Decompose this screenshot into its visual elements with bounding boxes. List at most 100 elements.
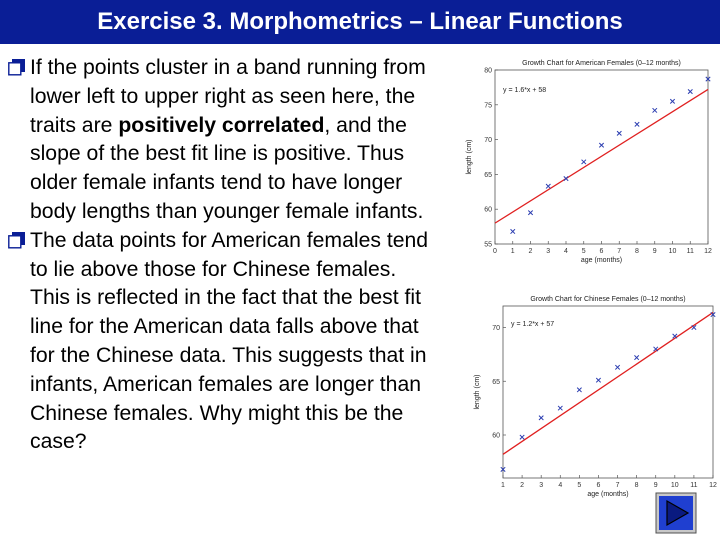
data-point bbox=[634, 355, 640, 361]
data-point-stroke bbox=[687, 89, 693, 95]
x-tick-label: 11 bbox=[690, 482, 697, 489]
x-axis-label: age (months) bbox=[587, 491, 628, 498]
data-point bbox=[669, 98, 676, 104]
next-slide-button[interactable] bbox=[655, 492, 697, 534]
y-tick-label: 60 bbox=[492, 433, 500, 440]
data-point bbox=[500, 466, 506, 472]
data-point bbox=[545, 183, 551, 189]
x-tick-label: 8 bbox=[635, 482, 639, 489]
x-tick-label: 4 bbox=[564, 248, 568, 255]
x-tick-label: 7 bbox=[616, 482, 620, 489]
x-tick-label: 5 bbox=[582, 248, 586, 255]
chart-title: Growth Chart for American Females (0–12 … bbox=[522, 60, 681, 67]
data-point bbox=[510, 228, 516, 235]
x-tick-label: 5 bbox=[577, 482, 581, 489]
checkbox-bullet-icon bbox=[8, 54, 30, 81]
data-point-stroke bbox=[616, 130, 622, 136]
bullet-1-part-3: , and the slope of the best fit line is … bbox=[30, 113, 424, 223]
x-tick-label: 1 bbox=[501, 482, 505, 489]
bullet-text-1: If the points cluster in a band running … bbox=[30, 54, 438, 227]
data-point bbox=[616, 130, 622, 136]
x-tick-label: 12 bbox=[709, 482, 717, 489]
data-point bbox=[672, 333, 678, 339]
best-fit-line bbox=[502, 311, 714, 455]
data-point-stroke bbox=[652, 107, 658, 113]
data-point bbox=[598, 142, 605, 148]
x-axis-label: age (months) bbox=[581, 257, 622, 264]
data-point-stroke bbox=[669, 98, 676, 104]
chinese-females-growth-chart: Growth Chart for Chinese Females (0–12 m… bbox=[474, 296, 717, 498]
y-axis-label: length (cm) bbox=[466, 139, 473, 174]
data-point-stroke bbox=[634, 121, 640, 127]
y-tick-label: 60 bbox=[484, 207, 492, 214]
data-point-stroke bbox=[691, 324, 697, 331]
data-point-stroke bbox=[581, 159, 587, 165]
data-point bbox=[710, 312, 716, 318]
data-point-stroke bbox=[545, 183, 551, 189]
x-tick-label: 4 bbox=[558, 482, 562, 489]
data-point bbox=[705, 76, 711, 82]
data-point bbox=[595, 377, 602, 383]
chart-title: Growth Chart for Chinese Females (0–12 m… bbox=[530, 296, 685, 303]
x-tick-label: 7 bbox=[617, 248, 621, 255]
plot-frame bbox=[502, 305, 714, 479]
data-point-stroke bbox=[557, 405, 563, 411]
data-point bbox=[691, 324, 697, 331]
x-tick-label: 10 bbox=[669, 248, 677, 255]
x-tick-label: 12 bbox=[704, 248, 712, 255]
data-point-stroke bbox=[634, 355, 640, 361]
data-point-stroke bbox=[614, 364, 621, 370]
x-tick-label: 6 bbox=[597, 482, 601, 489]
x-tick-label: 6 bbox=[600, 248, 604, 255]
data-point bbox=[581, 159, 587, 165]
data-point bbox=[634, 121, 640, 127]
play-next-icon bbox=[655, 492, 697, 534]
bullet-1-bold-term: positively correlated bbox=[118, 113, 325, 137]
slide-title: Exercise 3. Morphometrics – Linear Funct… bbox=[97, 8, 623, 35]
fit-equation-label: y = 1.6*x + 58 bbox=[503, 87, 546, 94]
data-point-stroke bbox=[527, 210, 534, 216]
data-point-stroke bbox=[576, 387, 582, 393]
data-point bbox=[652, 107, 658, 113]
data-point-stroke bbox=[653, 346, 659, 352]
data-point-stroke bbox=[705, 76, 711, 82]
x-tick-label: 1 bbox=[511, 248, 515, 255]
data-point-stroke bbox=[538, 415, 544, 421]
y-tick-label: 65 bbox=[484, 172, 492, 179]
x-tick-label: 11 bbox=[687, 248, 694, 255]
data-point-stroke bbox=[510, 228, 516, 235]
y-tick-label: 75 bbox=[484, 102, 492, 109]
y-tick-label: 55 bbox=[484, 242, 492, 249]
data-point bbox=[519, 434, 525, 440]
data-point-stroke bbox=[595, 377, 602, 383]
data-point bbox=[653, 346, 659, 352]
x-tick-label: 2 bbox=[529, 248, 533, 255]
data-point bbox=[557, 405, 563, 411]
checkbox-bullet-icon bbox=[8, 227, 30, 254]
data-point-stroke bbox=[519, 434, 525, 440]
best-fit-line bbox=[494, 88, 709, 224]
data-point-stroke bbox=[598, 142, 605, 148]
title-bar: Exercise 3. Morphometrics – Linear Funct… bbox=[0, 0, 720, 44]
x-tick-label: 3 bbox=[539, 482, 543, 489]
x-tick-label: 10 bbox=[671, 482, 679, 489]
x-tick-label: 3 bbox=[546, 248, 550, 255]
y-tick-label: 70 bbox=[484, 137, 492, 144]
data-point-stroke bbox=[563, 176, 569, 182]
y-tick-label: 70 bbox=[492, 325, 500, 332]
data-point bbox=[563, 176, 569, 182]
american-females-growth-chart: Growth Chart for American Females (0–12 … bbox=[466, 60, 712, 264]
y-axis-label: length (cm) bbox=[474, 374, 481, 409]
data-point bbox=[614, 364, 621, 370]
x-tick-label: 9 bbox=[654, 482, 658, 489]
x-tick-label: 9 bbox=[653, 248, 657, 255]
data-point-stroke bbox=[710, 312, 716, 318]
data-point-stroke bbox=[672, 333, 678, 339]
data-point-stroke bbox=[500, 466, 506, 472]
data-point bbox=[687, 89, 693, 95]
x-tick-label: 0 bbox=[493, 248, 497, 255]
bullet-text-2: The data points for American females ten… bbox=[30, 227, 438, 457]
bullet-list: If the points cluster in a band running … bbox=[8, 54, 438, 457]
bullet-1-part-1: If the points cluster in a band running … bbox=[30, 56, 426, 137]
bullet-item-1: If the points cluster in a band running … bbox=[8, 54, 438, 227]
